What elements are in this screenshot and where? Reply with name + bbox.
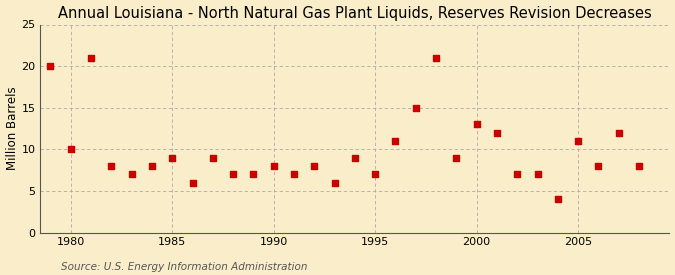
Point	[289, 172, 300, 177]
Point	[146, 164, 157, 168]
Point	[329, 180, 340, 185]
Point	[572, 139, 583, 143]
Point	[614, 131, 624, 135]
Point	[350, 155, 360, 160]
Point	[106, 164, 117, 168]
Point	[512, 172, 522, 177]
Title: Annual Louisiana - North Natural Gas Plant Liquids, Reserves Revision Decreases: Annual Louisiana - North Natural Gas Pla…	[58, 6, 652, 21]
Point	[634, 164, 645, 168]
Point	[410, 106, 421, 110]
Point	[491, 131, 502, 135]
Text: Source: U.S. Energy Information Administration: Source: U.S. Energy Information Administ…	[61, 262, 307, 272]
Point	[370, 172, 381, 177]
Point	[431, 56, 441, 60]
Point	[45, 64, 56, 68]
Point	[86, 56, 97, 60]
Y-axis label: Million Barrels: Million Barrels	[5, 87, 18, 170]
Point	[268, 164, 279, 168]
Point	[451, 155, 462, 160]
Point	[309, 164, 320, 168]
Point	[390, 139, 401, 143]
Point	[532, 172, 543, 177]
Point	[227, 172, 238, 177]
Point	[187, 180, 198, 185]
Point	[248, 172, 259, 177]
Point	[65, 147, 76, 152]
Point	[552, 197, 563, 202]
Point	[126, 172, 137, 177]
Point	[593, 164, 604, 168]
Point	[471, 122, 482, 127]
Point	[167, 155, 178, 160]
Point	[207, 155, 218, 160]
